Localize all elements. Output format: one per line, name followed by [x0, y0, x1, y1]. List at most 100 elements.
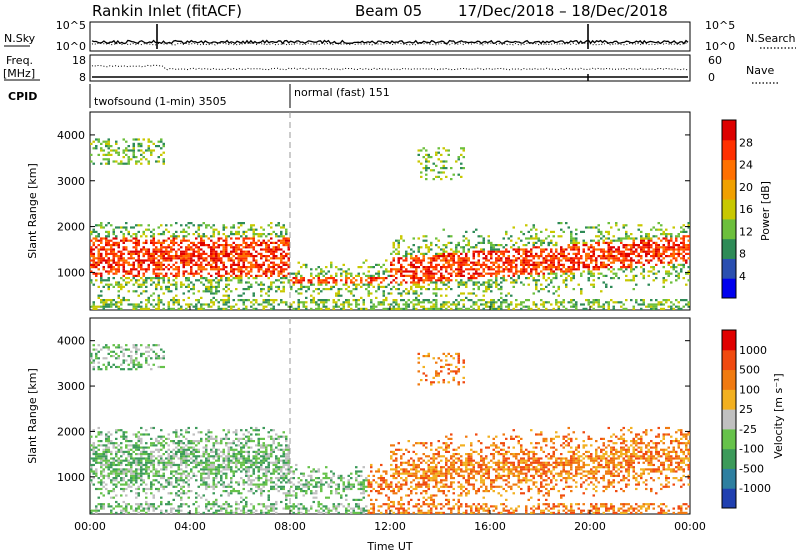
echo-cell [332, 305, 335, 308]
echo-cell [575, 268, 578, 271]
echo-cell [512, 279, 515, 282]
echo-cell [135, 307, 138, 310]
echo-cell [630, 250, 633, 253]
echo-cell [162, 468, 165, 471]
echo-cell [217, 468, 220, 471]
echo-cell [607, 252, 610, 255]
echo-cell [137, 453, 140, 456]
echo-cell [140, 505, 143, 508]
echo-cell [415, 259, 418, 262]
echo-cell [312, 299, 315, 302]
echo-cell [167, 279, 170, 282]
echo-cell [185, 444, 188, 447]
echo-cell [177, 507, 180, 510]
echo-cell [162, 440, 165, 443]
echo-cell [465, 307, 468, 310]
echo-cell [270, 233, 273, 236]
echo-cell [652, 307, 655, 310]
echo-cell [267, 294, 270, 297]
echo-cell [105, 466, 108, 469]
echo-cell [432, 272, 435, 275]
echo-cell [510, 303, 513, 306]
echo-cell [187, 455, 190, 458]
nave-label: Nave [746, 64, 774, 77]
echo-cell [272, 263, 275, 266]
echo-cell [572, 263, 575, 266]
echo-cell [682, 241, 685, 244]
echo-cell [137, 505, 140, 508]
echo-cell [97, 365, 100, 369]
echo-cell [650, 305, 653, 308]
echo-cell [177, 448, 180, 451]
echo-cell [432, 292, 435, 295]
echo-cell [205, 446, 208, 449]
echo-cell [615, 222, 618, 225]
echo-cell [515, 279, 518, 282]
echo-cell [147, 433, 150, 436]
echo-cell [377, 303, 380, 306]
echo-cell [100, 299, 103, 302]
echo-cell [112, 285, 115, 288]
echo-cell [357, 266, 360, 269]
echo-cell [610, 239, 613, 242]
echo-cell [192, 252, 195, 255]
echo-cell [670, 246, 673, 249]
echo-cell [365, 274, 368, 277]
echo-cell [112, 259, 115, 262]
echo-cell [610, 250, 613, 253]
echo-cell [525, 224, 528, 227]
echo-cell [142, 453, 145, 456]
echo-cell [557, 259, 560, 262]
echo-cell [557, 235, 560, 238]
echo-cell [465, 237, 468, 240]
echo-cell [580, 272, 583, 275]
echo-cell [660, 255, 663, 258]
echo-cell [147, 346, 150, 349]
echo-cell [555, 255, 558, 258]
echo-cell [185, 470, 188, 473]
echo-cell [597, 268, 600, 271]
echo-cell [325, 281, 328, 284]
echo-cell [120, 288, 123, 291]
echo-cell [95, 472, 98, 475]
echo-cell [260, 266, 263, 269]
echo-cell [497, 244, 500, 247]
echo-cell [485, 303, 488, 306]
echo-cell [210, 466, 213, 469]
echo-cell [590, 270, 593, 273]
echo-cell [130, 359, 133, 362]
echo-cell [322, 301, 325, 304]
echo-cell [242, 266, 245, 269]
echo-cell [645, 244, 648, 247]
echo-cell [102, 303, 105, 306]
echo-cell [380, 303, 383, 306]
echo-cell [115, 272, 118, 275]
echo-cell [242, 288, 245, 291]
echo-cell [405, 305, 408, 308]
echo-cell [442, 167, 445, 170]
echo-cell [112, 252, 115, 255]
echo-cell [647, 241, 650, 244]
echo-cell [575, 246, 578, 249]
echo-cell [177, 442, 180, 445]
echo-cell [145, 305, 148, 308]
echo-cell [162, 160, 165, 163]
echo-cell [312, 277, 315, 280]
echo-cell [525, 250, 528, 253]
echo-cell [195, 448, 198, 451]
echo-cell [205, 466, 208, 469]
echo-cell [177, 303, 180, 306]
echo-cell [592, 301, 595, 304]
echo-cell [217, 466, 220, 469]
echo-cell [297, 261, 300, 264]
echo-cell [485, 288, 488, 291]
echo-cell [485, 301, 488, 304]
echo-cell [167, 255, 170, 258]
echo-cell [557, 268, 560, 271]
echo-cell [195, 305, 198, 308]
echo-cell [405, 301, 408, 304]
echo-cell [182, 470, 185, 473]
echo-cell [250, 274, 253, 277]
echo-cell [92, 261, 95, 264]
echo-cell [675, 235, 678, 238]
